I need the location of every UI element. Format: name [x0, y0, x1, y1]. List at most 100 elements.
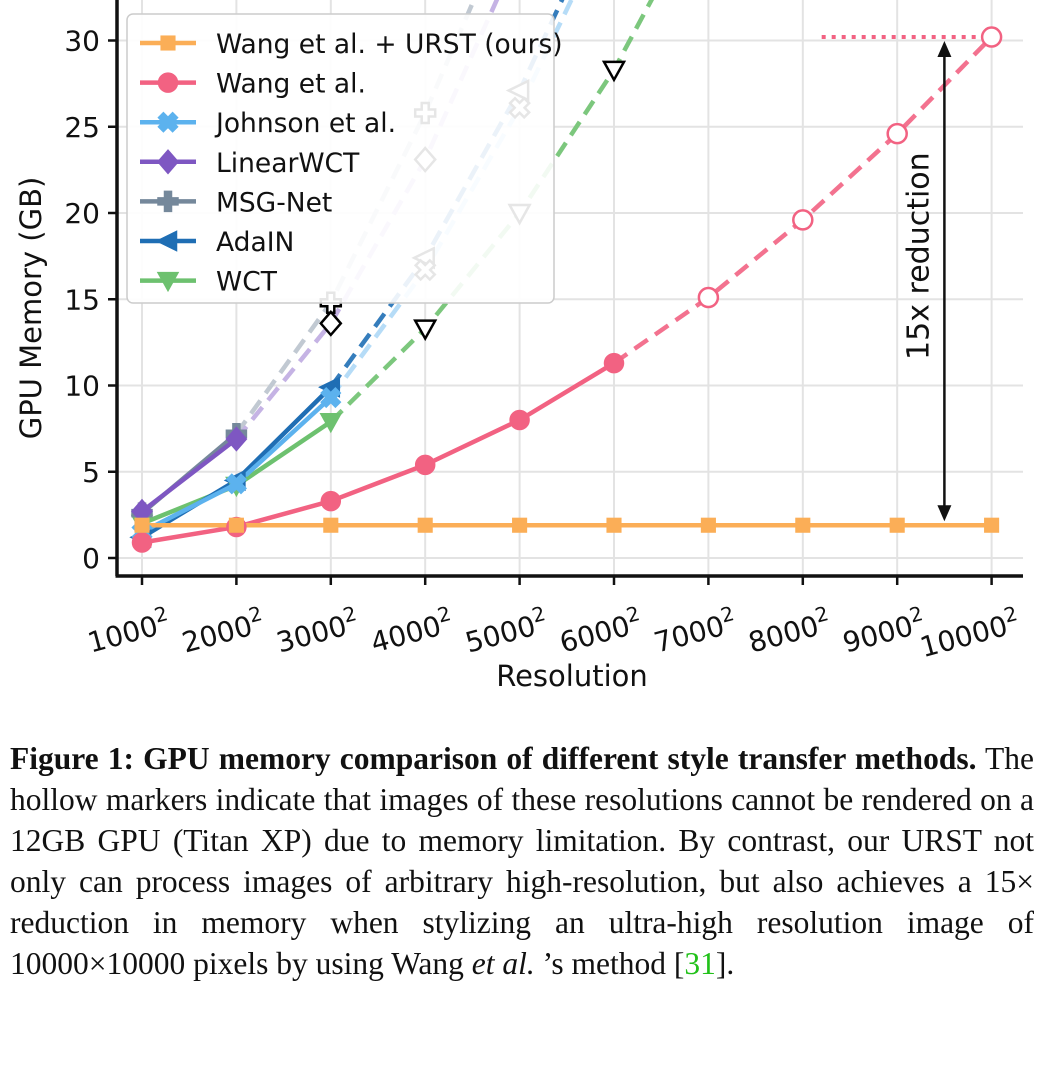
data-point-wang-et-al [131, 532, 153, 553]
marker-linearwct [319, 309, 343, 337]
marker-wang-et-al [697, 286, 720, 309]
data-point-wang-et-al-urst-ours [134, 517, 150, 533]
data-point-johnson-et-al [320, 386, 342, 409]
x-tick-exponent: 2 [624, 601, 643, 627]
data-point-linearwct [225, 426, 248, 452]
legend: Wang et al. + URST (ours) Wang et al. John… [126, 13, 563, 304]
y-axis-title: GPU Memory (GB) [14, 177, 48, 440]
x-tick-exponent: 2 [246, 601, 265, 627]
data-point-wang-et-al-urst-ours [700, 517, 716, 533]
x-tick-base: 7000 [651, 609, 728, 659]
x-tick-exponent: 2 [435, 601, 454, 627]
y-tick-label: 30 [64, 25, 100, 58]
caption-body-3: ]. [715, 946, 735, 981]
marker-johnson-et-al [225, 473, 248, 495]
caption-citation-link[interactable]: 31 [684, 946, 716, 981]
data-point-wang-et-al [697, 286, 720, 309]
marker-linearwct [225, 426, 248, 452]
x-tick-label: 30002 [272, 601, 363, 659]
legend-marker-johnson-et-al [157, 111, 179, 133]
marker-wang-et-al [509, 409, 530, 431]
x-tick-exponent: 2 [340, 601, 359, 627]
legend-item-johnson-et-al: Johnson et al. [140, 108, 396, 139]
x-tick-base: 2000 [179, 609, 256, 659]
legend-marker-adain [155, 230, 178, 252]
data-point-wct [413, 319, 438, 342]
marker-wang-et-al-urst-ours [228, 517, 244, 533]
legend-label-adain: AdaIN [216, 227, 294, 258]
series-line-dashed-msg-net [234, 0, 477, 436]
series-line-solid-wang-et-al [141, 361, 616, 545]
x-tick-label: 80002 [744, 601, 835, 659]
y-tick-label: 20 [64, 197, 100, 230]
legend-item-linearwct: LinearWCT [140, 148, 360, 179]
grid [117, 0, 1023, 576]
data-point-wang-et-al-urst-ours [984, 517, 1000, 533]
caption-body-2: ’s method [ [534, 946, 685, 981]
legend-marker-linearwct [157, 149, 179, 175]
x-tick-label: 20002 [177, 601, 268, 659]
y-tick-label: 10 [64, 370, 100, 403]
legend-item-wct: WCT [140, 267, 278, 298]
marker-wct [319, 412, 343, 434]
figure-caption: Figure 1: GPU memory comparison of diffe… [10, 738, 1034, 984]
marker-wang-et-al-urst-ours [889, 517, 905, 533]
data-point-wang-et-al [414, 454, 436, 476]
data-point-wang-et-al-urst-ours [512, 517, 528, 533]
legend-label-linearwct: LinearWCT [216, 148, 360, 179]
x-tick-base: 4000 [367, 609, 444, 659]
data-point-wang-et-al [886, 122, 908, 145]
marker-wang-et-al-urst-ours [984, 517, 1000, 533]
legend-box [126, 13, 555, 304]
marker-wang-et-al-urst-ours [512, 517, 528, 533]
data-point-linearwct [319, 309, 343, 337]
x-tick-base: 5000 [462, 609, 539, 659]
caption-figure-label: Figure 1: GPU memory comparison of diffe… [10, 741, 977, 776]
x-tick-base: 9000 [839, 609, 916, 659]
legend-item-wang-et-al: Wang et al. [140, 69, 366, 100]
series-line-solid-linearwct [140, 437, 238, 514]
marker-wang-et-al [131, 532, 153, 553]
x-tick-base: 1000 [84, 609, 161, 659]
marker-wang-et-al-urst-ours [700, 517, 716, 533]
x-tick-label: 100002 [915, 601, 1023, 664]
x-axis-title: Resolution [496, 659, 648, 693]
legend-marker-wang-et-al-urst-ours [160, 35, 176, 51]
x-tick-exponent: 2 [529, 601, 548, 627]
x-tick-label: 50002 [460, 601, 551, 659]
x-tick-exponent: 2 [812, 601, 831, 627]
reduction-arrow-head-top [937, 41, 952, 58]
y-tick-label: 15 [64, 283, 100, 316]
caption-et-al: et al. [471, 946, 535, 981]
legend-label-wct: WCT [216, 267, 278, 298]
data-point-wang-et-al-urst-ours [417, 517, 433, 533]
x-tick-exponent: 2 [1001, 601, 1020, 627]
caption-body: The hollow markers indicate that images … [10, 741, 1035, 981]
x-tick-base: 10000 [917, 609, 1012, 664]
marker-wct [413, 319, 438, 342]
y-tick-label: 5 [82, 456, 100, 489]
data-point-wang-et-al-urst-ours [606, 517, 622, 533]
x-tick-exponent: 2 [152, 601, 171, 627]
annotation: 15x reduction [821, 35, 980, 522]
data-point-johnson-et-al [225, 473, 248, 495]
marker-johnson-et-al [320, 386, 342, 409]
legend-marker-msg-net [157, 190, 179, 213]
data-point-wang-et-al-urst-ours [795, 517, 811, 533]
data-point-wct [319, 412, 343, 434]
x-tick-label: 90002 [838, 601, 929, 659]
x-tick-exponent: 2 [907, 601, 926, 627]
data-point-wang-et-al [792, 209, 814, 231]
x-tick-base: 3000 [273, 609, 350, 659]
legend-label-johnson-et-al: Johnson et al. [214, 108, 396, 139]
y-tick-label: 0 [82, 542, 100, 575]
x-tick-label: 70002 [649, 601, 740, 659]
x-tick-label: 60002 [555, 601, 646, 659]
marker-wang-et-al-urst-ours [606, 517, 622, 533]
x-tick-label: 10002 [83, 601, 174, 659]
marker-wang-et-al-urst-ours [134, 517, 150, 533]
legend-marker-wang-et-al [157, 72, 179, 93]
data-point-wang-et-al [980, 26, 1003, 48]
marker-wct [601, 60, 627, 83]
